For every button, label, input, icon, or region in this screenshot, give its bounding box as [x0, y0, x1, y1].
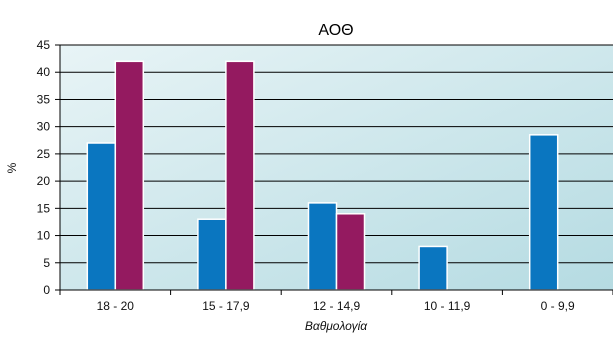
y-tick-label: 10	[37, 229, 51, 243]
bar-series1-0	[86, 142, 117, 291]
y-tick-label: 40	[37, 65, 51, 79]
y-tick-label: 35	[37, 92, 51, 106]
y-tick-label: 45	[37, 38, 51, 52]
y-tick-label: 30	[37, 120, 51, 134]
y-tick-label: 20	[37, 174, 51, 188]
y-axis-label: %	[5, 162, 19, 173]
bar-series1-1	[197, 218, 227, 291]
x-tick-label: 15 - 17,9	[202, 299, 250, 313]
bar-series2-0	[114, 60, 145, 291]
bars	[86, 60, 559, 291]
x-tick-label: 12 - 14,9	[313, 299, 361, 313]
chart-title: ΑΟΘ	[318, 22, 353, 39]
y-tick-labels: 0 5 10 15 20 25 30 35 40 45	[37, 38, 51, 297]
x-tick-label: 10 - 11,9	[424, 299, 471, 313]
y-tick-label: 25	[37, 147, 51, 161]
x-tick-labels: 18 - 20 15 - 17,9 12 - 14,9 10 - 11,9 0 - 9,…	[97, 299, 575, 313]
bar-series2-2	[335, 213, 366, 291]
bar-series1-3	[418, 245, 448, 291]
x-tick-label: 0 - 9,9	[541, 299, 575, 313]
bar-series2-1	[225, 60, 255, 291]
bar-series1-4	[528, 134, 559, 291]
x-axis-label: Βαθμολογία	[305, 319, 368, 333]
y-tick-label: 5	[43, 256, 50, 270]
y-tick-label: 0	[43, 283, 50, 297]
bar-series1-2	[307, 202, 338, 291]
axes	[55, 44, 613, 295]
x-tick-label: 18 - 20	[97, 299, 135, 313]
y-tick-label: 15	[37, 201, 51, 215]
